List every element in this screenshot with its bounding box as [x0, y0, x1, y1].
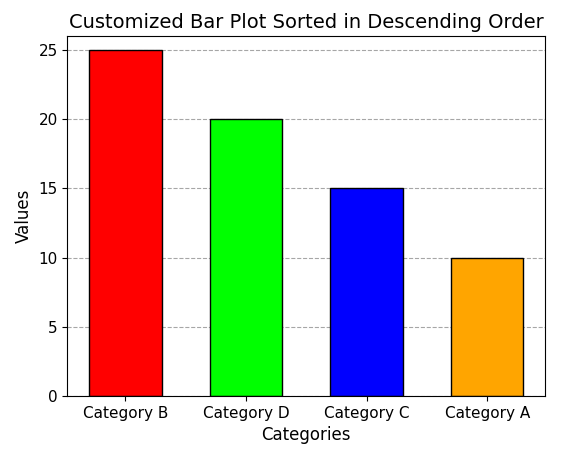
Bar — [451, 258, 523, 396]
Bar — [210, 119, 282, 396]
Y-axis label: Values: Values — [15, 189, 33, 243]
Bar — [330, 188, 403, 396]
Bar — [89, 50, 161, 396]
X-axis label: Categories: Categories — [261, 426, 351, 444]
Title: Customized Bar Plot Sorted in Descending Order: Customized Bar Plot Sorted in Descending… — [69, 13, 543, 32]
